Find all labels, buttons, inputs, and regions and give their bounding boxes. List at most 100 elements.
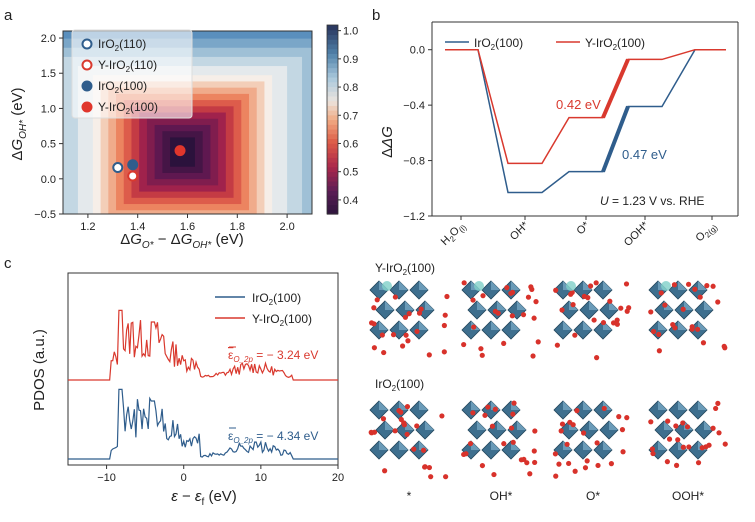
oxygen-atom <box>478 346 484 352</box>
colorbar-tick-label: 0.4 <box>343 195 358 207</box>
data-point <box>127 170 139 182</box>
energy-x-tick-label: OOH* <box>622 219 652 249</box>
octahedron-face <box>678 281 687 290</box>
oxygen-atom <box>664 459 670 465</box>
oxygen-atom <box>591 317 597 323</box>
pdos-ylabel: PDOS (a.u.) <box>31 329 48 411</box>
colorbar-segment <box>327 166 338 173</box>
oxygen-atom <box>574 408 580 414</box>
oxygen-atom <box>402 314 409 320</box>
oxygen-atom <box>439 413 445 419</box>
oxygen-atom <box>371 321 377 327</box>
octahedron-face <box>678 401 687 410</box>
octahedron-face <box>497 301 506 310</box>
octahedron-face <box>385 301 394 310</box>
oxygen-atom <box>588 283 594 289</box>
pdos-x-tick-label: −10 <box>97 472 116 484</box>
energy-profiles <box>445 48 726 194</box>
oxygen-atom <box>553 287 559 293</box>
oxygen-atom <box>390 332 397 338</box>
colorbar-segment <box>327 67 338 73</box>
oxygen-atom <box>535 339 541 345</box>
oxygen-atom <box>479 352 485 358</box>
energy-x-tick-label: O2(g) <box>694 219 720 245</box>
colorbar-segment <box>327 128 338 135</box>
structures-title-y: Y-IrO2(100) <box>375 261 435 277</box>
colorbar-segment <box>327 48 338 54</box>
energy-x-tick-label: H2O(l) <box>439 219 469 249</box>
oxygen-atom <box>656 348 662 354</box>
oxygen-atom <box>624 415 630 421</box>
oxygen-atom <box>569 289 575 296</box>
colorbar-segment <box>327 39 338 45</box>
oxygen-atom <box>442 312 448 318</box>
oxygen-atom <box>521 456 527 463</box>
octahedron-face <box>425 421 434 430</box>
oxygen-atom <box>703 444 709 450</box>
octahedron-face <box>698 401 707 410</box>
oxygen-atom <box>509 313 515 319</box>
octahedron-face <box>419 321 428 330</box>
heatmap-y-tick-label: 1.0 <box>41 103 56 115</box>
colorbar-tick-label: 0.7 <box>343 110 358 122</box>
oxygen-atom <box>570 422 576 428</box>
oxygen-atom <box>380 416 387 422</box>
potential-condition: U = 1.23 V vs. RHE <box>600 194 704 208</box>
colorbar-segment <box>327 34 338 40</box>
oxygen-atom <box>441 349 447 355</box>
octahedron-face <box>603 441 612 450</box>
oxygen-atom <box>371 429 378 435</box>
oxygen-atom <box>594 355 600 361</box>
oxygen-atom <box>470 410 476 416</box>
oxygen-atom <box>684 424 691 430</box>
oxygen-atom <box>601 405 607 412</box>
colorbar-segment <box>327 147 338 154</box>
yttrium-site <box>661 281 671 291</box>
oxygen-atom <box>426 352 432 358</box>
oxygen-atom <box>608 461 614 467</box>
octahedron-face <box>491 441 500 450</box>
colorbar-segment <box>327 72 338 78</box>
oxygen-atom <box>404 431 410 437</box>
oxygen-atom <box>666 436 673 442</box>
legend-label: IrO2(100) <box>98 79 147 95</box>
oxygen-atom <box>552 451 559 457</box>
energy-legend-y: Y-IrO2(100) <box>585 36 645 52</box>
heatmap-y-tick-label: 2.0 <box>41 33 56 45</box>
octahedron-face <box>517 301 526 310</box>
oxygen-atom <box>680 306 686 312</box>
pdos-curve-y <box>68 309 338 381</box>
oxygen-atom <box>398 416 404 423</box>
oxygen-atom <box>564 441 570 447</box>
octahedron-face <box>471 441 480 450</box>
oxygen-atom <box>582 465 589 471</box>
colorbar-segment <box>327 176 338 182</box>
oxygen-atom <box>501 340 507 347</box>
octahedron-face <box>589 301 598 310</box>
octahedron-face <box>658 401 667 410</box>
oxygen-atom <box>491 471 497 478</box>
oxygen-atom <box>508 425 515 431</box>
oxygen-atom <box>624 308 630 314</box>
octahedron-face <box>379 401 388 410</box>
heatmap-y-tick-label: 0.0 <box>41 174 56 186</box>
oxygen-atom <box>672 325 678 331</box>
energy-profile-ir <box>445 48 726 194</box>
octahedron-face <box>419 401 428 410</box>
octahedron-face <box>385 421 394 430</box>
colorbar-segment <box>327 143 338 149</box>
oxygen-atom <box>528 284 534 290</box>
oxygen-atom <box>470 297 476 303</box>
data-point <box>174 145 186 157</box>
oxygen-atom <box>594 440 600 446</box>
octahedron-face <box>399 321 408 330</box>
heatmap-legend-items: IrO2(110) Y-IrO2(110) IrO2(100) Y-IrO2(100) <box>81 37 158 116</box>
colorbar-segment <box>327 180 338 187</box>
heatmap-x-axis: 1.2 1.4 1.6 1.8 2.0 <box>80 214 295 233</box>
oxygen-atom <box>572 332 578 338</box>
oxygen-atom <box>584 458 590 464</box>
oxygen-atom <box>501 441 507 447</box>
oxygen-atom <box>399 343 406 349</box>
oxygen-atom <box>532 459 538 466</box>
